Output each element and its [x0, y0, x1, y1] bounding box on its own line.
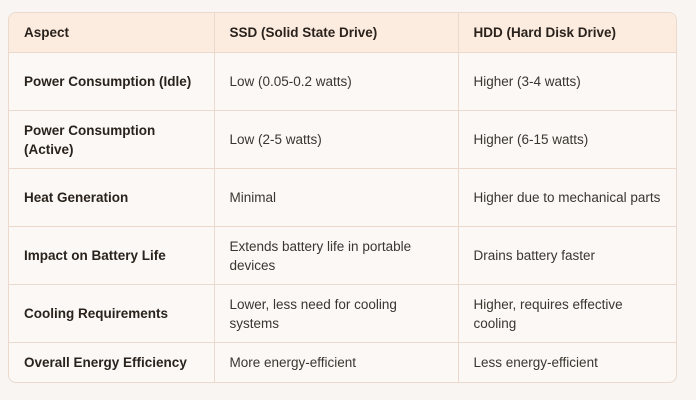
ssd-cell: More energy-efficient — [214, 342, 459, 382]
ssd-vs-hdd-table: Aspect SSD (Solid State Drive) HDD (Hard… — [9, 13, 676, 382]
ssd-cell: Low (0.05-0.2 watts) — [214, 52, 459, 111]
aspect-cell: Heat Generation — [9, 168, 215, 227]
comparison-table-container: Aspect SSD (Solid State Drive) HDD (Hard… — [8, 12, 677, 383]
hdd-cell: Higher due to mechanical parts — [458, 168, 676, 227]
aspect-cell: Power Consumption (Active) — [9, 110, 215, 169]
ssd-cell: Minimal — [214, 168, 459, 227]
ssd-cell: Lower, less need for cooling systems — [214, 284, 459, 343]
header-aspect: Aspect — [9, 13, 215, 53]
table-row: Cooling Requirements Lower, less need fo… — [9, 284, 676, 343]
hdd-cell: Less energy-efficient — [473, 355, 598, 370]
hdd-cell: Higher (3-4 watts) — [458, 52, 676, 111]
hdd-cell: Higher (6-15 watts) — [458, 110, 676, 169]
aspect-cell: Overall Energy Efficiency — [9, 342, 215, 382]
table-row: Impact on Battery Life Extends battery l… — [9, 226, 676, 285]
header-hdd: HDD (Hard Disk Drive) — [458, 13, 676, 53]
ssd-cell: Extends battery life in portable devices — [214, 226, 459, 285]
table-row: Power Consumption (Active) Low (2-5 watt… — [9, 110, 676, 169]
table-row: Overall Energy Efficiency More energy-ef… — [9, 342, 676, 382]
table-row: Power Consumption (Idle) Low (0.05-0.2 w… — [9, 52, 676, 111]
hdd-cell: Drains battery faster — [458, 226, 676, 285]
table-row: Heat Generation Minimal Higher due to me… — [9, 168, 676, 227]
ssd-cell: Low (2-5 watts) — [214, 110, 459, 169]
hdd-cell: Higher, requires effective cooling — [458, 284, 676, 343]
table-header-row: Aspect SSD (Solid State Drive) HDD (Hard… — [9, 13, 676, 53]
aspect-cell: Cooling Requirements — [9, 284, 215, 343]
aspect-cell: Impact on Battery Life — [9, 226, 215, 285]
header-ssd: SSD (Solid State Drive) — [214, 13, 459, 53]
aspect-cell: Power Consumption (Idle) — [9, 52, 215, 111]
